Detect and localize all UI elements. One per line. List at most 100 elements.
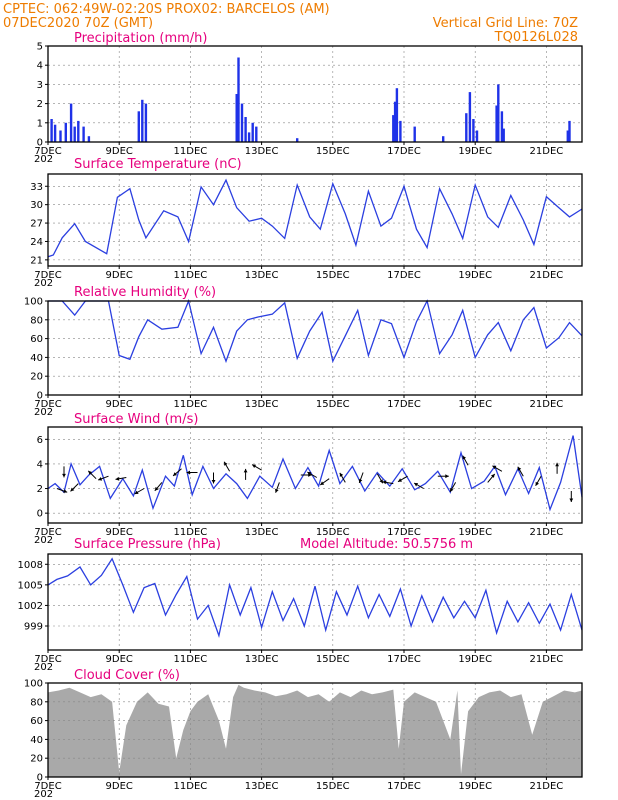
wind-arrow-head <box>134 490 139 494</box>
wind-arrow-head <box>445 474 449 479</box>
precipitation-panel: 0 1 2 3 4 5 7DEC 9DEC 11DEC 13DEC 15DEC 17DEC 19DEC 2… <box>34 31 583 165</box>
y-tick-label: 5 <box>37 42 43 53</box>
cloud-cover-panel: 0 20 40 60 80 100 7DEC 9DEC 11DEC 13DEC 15DEC 17DEC… <box>24 668 583 800</box>
x-tick-label: 9DEC <box>106 399 133 410</box>
precipitation-bar <box>50 119 53 142</box>
panel-title: Surface Temperature (nC) <box>74 157 242 172</box>
y-tick-label: 33 <box>30 182 43 193</box>
wind-arrow-head <box>62 473 66 478</box>
wind-arrow-head <box>450 487 454 492</box>
x-tick-label: 21DEC <box>530 146 564 157</box>
x-tick-label: 15DEC <box>316 527 350 538</box>
x-tick-label: 19DEC <box>458 399 492 410</box>
y-tick-label: 40 <box>30 353 43 364</box>
x-tick-label: 17DEC <box>387 781 421 792</box>
x-tick-label: 7DEC <box>34 527 61 538</box>
y-tick-label: 0 <box>37 391 43 402</box>
panel-title: Surface Pressure (hPa) <box>74 537 221 552</box>
precipitation-bar <box>251 122 254 142</box>
x-tick-label: 15DEC <box>316 146 350 157</box>
y-tick-label: 24 <box>30 237 43 248</box>
precipitation-bar <box>472 119 475 142</box>
wind-arrow-head <box>320 481 325 485</box>
wind-arrow-head <box>211 480 216 484</box>
model-altitude-label: Model Altitude: 50.5756 m <box>300 537 473 552</box>
year-label-stub: 202 <box>34 278 53 289</box>
precipitation-bar <box>497 84 500 142</box>
x-tick-label: 21DEC <box>530 527 564 538</box>
y-tick-label: 20 <box>30 754 43 765</box>
y-tick-label: 20 <box>30 372 43 383</box>
x-tick-label: 19DEC <box>458 146 492 157</box>
x-tick-label: 13DEC <box>245 146 279 157</box>
x-tick-label: 7DEC <box>34 146 61 157</box>
wind-arrow-head <box>252 464 257 468</box>
x-tick-label: 7DEC <box>34 781 61 792</box>
wind-arrow-head <box>517 466 522 471</box>
x-tick-label: 19DEC <box>458 527 492 538</box>
x-tick-label: 21DEC <box>530 399 564 410</box>
precipitation-bar <box>413 126 416 142</box>
precipitation-bar <box>395 88 399 142</box>
wind-arrow-head <box>398 478 402 482</box>
y-tick-label: 80 <box>30 315 43 326</box>
y-tick-label: 4 <box>37 61 43 72</box>
precipitation-bar <box>141 99 144 142</box>
wind-arrow-head <box>98 477 103 481</box>
precipitation-bar <box>244 117 247 142</box>
precipitation-bar <box>566 130 569 142</box>
precipitation-bar <box>137 111 140 142</box>
y-tick-label: 2 <box>37 99 43 110</box>
year-label-stub: 202 <box>34 407 53 418</box>
precipitation-bar <box>255 126 258 142</box>
x-tick-label: 19DEC <box>458 654 492 665</box>
rh-series-line <box>48 298 583 364</box>
x-tick-label: 17DEC <box>387 399 421 410</box>
x-tick-label: 9DEC <box>106 654 133 665</box>
x-tick-label: 7DEC <box>34 270 61 281</box>
year-label-stub: 202 <box>34 789 53 800</box>
precipitation-bar <box>240 103 244 142</box>
wind-arrow-head <box>492 465 497 470</box>
wind-arrow-head <box>307 472 312 476</box>
y-tick-label: 27 <box>30 219 43 230</box>
y-tick-label: 100 <box>24 679 43 690</box>
x-tick-label: 13DEC <box>245 654 279 665</box>
x-tick-label: 9DEC <box>106 270 133 281</box>
precipitation-bar <box>568 120 571 142</box>
y-tick-label: 40 <box>30 735 43 746</box>
y-tick-label: 0 <box>37 773 43 784</box>
x-tick-label: 11DEC <box>174 654 208 665</box>
y-tick-label: 80 <box>30 697 43 708</box>
y-tick-label: 30 <box>30 200 43 211</box>
wind-series-line <box>47 435 583 512</box>
precipitation-bar <box>237 57 240 142</box>
wind-arrow-head <box>382 480 387 485</box>
precipitation-bar <box>502 128 505 142</box>
precipitation-bar <box>144 103 148 142</box>
precipitation-bar <box>69 103 73 142</box>
panel-title: Cloud Cover (%) <box>74 668 180 683</box>
precipitation-bar <box>82 126 85 142</box>
temperature-panel: 21 24 27 30 33 7DEC 9DEC 11DEC 13DEC 15DEC 17DEC 19… <box>30 157 583 289</box>
header-station-line: CPTEC: 062:49W-02:20S PROX02: BARCELOS (… <box>3 2 330 17</box>
x-tick-label: 11DEC <box>174 781 208 792</box>
wind-arrow-head <box>569 498 574 502</box>
panel-frame <box>47 173 583 267</box>
temp-series-line <box>47 178 583 258</box>
panel-frame <box>47 45 583 143</box>
precipitation-bar <box>475 130 479 142</box>
x-tick-label: 19DEC <box>458 781 492 792</box>
precipitation-bar <box>500 111 504 142</box>
x-tick-label: 7DEC <box>34 399 61 410</box>
x-tick-label: 21DEC <box>530 654 564 665</box>
y-tick-label: 2 <box>37 484 43 495</box>
wind-arrow-head <box>414 483 419 487</box>
wind-arrow-head <box>63 489 68 493</box>
header-grid-line-note: Vertical Grid Line: 70Z <box>433 16 578 31</box>
x-tick-label: 17DEC <box>387 146 421 157</box>
y-tick-label: 60 <box>30 334 43 345</box>
year-label-stub: 202 <box>34 535 53 546</box>
y-tick-label: 999 <box>24 622 43 633</box>
y-tick-label: 4 <box>37 459 43 470</box>
